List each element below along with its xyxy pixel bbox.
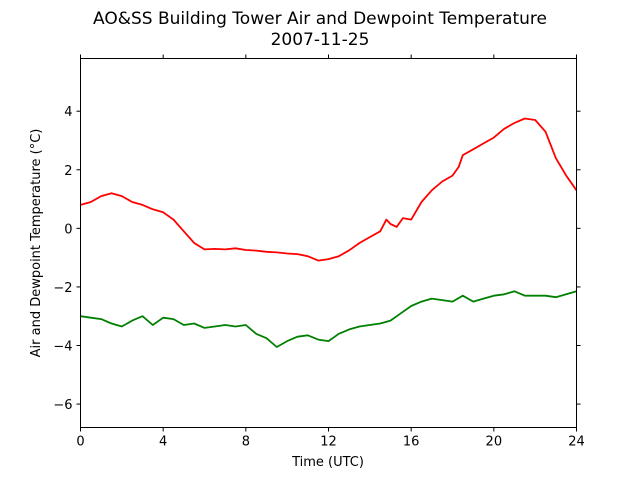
y-axis-label: Air and Dewpoint Temperature (°C) [29,129,44,358]
x-tick-label: 8 [242,435,250,450]
y-tick-label: −6 [53,398,72,413]
y-tick-label: −4 [53,340,72,355]
y-tick-label: 2 [64,164,72,179]
series-line-0 [80,117,578,262]
x-tick-label: 12 [320,435,337,450]
y-tick-label: 4 [64,105,72,120]
plot-frame [80,58,577,428]
series-line-1 [80,290,577,348]
x-tick-label: 20 [486,435,503,450]
x-tick-label: 4 [159,435,167,450]
y-tick-label: 0 [64,222,72,237]
x-tick-label: 16 [403,435,420,450]
chart-title: AO&SS Building Tower Air and Dewpoint Te… [93,9,547,29]
x-tick-label: 24 [568,435,585,450]
series-layer [80,117,578,348]
y-tick-label: −2 [53,281,72,296]
chart-subtitle: 2007-11-25 [271,30,370,50]
x-axis-label: Time (UTC) [291,455,364,470]
x-tick-label: 0 [76,435,84,450]
